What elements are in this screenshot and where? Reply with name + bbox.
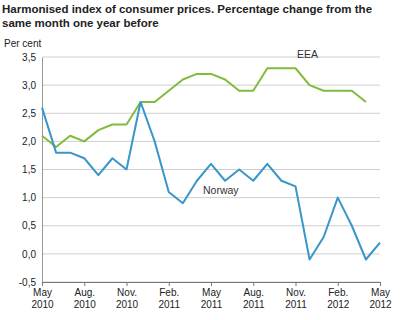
y-tick: 2,0 (22, 136, 42, 147)
y-tick-label: 1,5 (22, 164, 36, 175)
grid-line (42, 253, 380, 254)
x-tick-label: Aug.2010 (74, 287, 97, 310)
x-tick-label: May2012 (369, 287, 392, 310)
y-axis: -0,5 0,0 0,5 1,0 1,5 2,0 2,5 3,0 3,5 (19, 52, 43, 288)
x-tick: May2011 (201, 282, 223, 310)
grid-line (42, 197, 380, 198)
y-tick: 3,0 (22, 80, 42, 91)
grid-line (42, 85, 380, 86)
series-line (42, 102, 380, 260)
chart: Harmonised index of consumer prices. Per… (0, 0, 400, 320)
y-tick-label: 3,0 (22, 80, 36, 91)
x-tick-mark (380, 282, 381, 286)
x-tick: May2010 (31, 282, 54, 310)
x-tick: Feb.2012 (327, 282, 350, 310)
grid-line (42, 225, 380, 226)
grid-line (42, 113, 380, 114)
x-tick-mark (338, 282, 339, 286)
x-tick-label: May2010 (31, 287, 54, 310)
y-tick: 3,5 (22, 52, 42, 63)
x-tick-mark (296, 282, 297, 286)
x-tick: Aug.2011 (243, 282, 265, 310)
y-tick: 1,5 (22, 164, 42, 175)
x-tick-mark (127, 282, 128, 286)
series-line (42, 68, 366, 147)
y-tick-label: 0,0 (22, 249, 36, 260)
y-tick-label: 1,0 (22, 192, 36, 203)
y-tick-label: 3,5 (22, 52, 36, 63)
plot-area (42, 68, 380, 259)
x-tick: Nov.2010 (116, 282, 139, 310)
y-axis-title: Per cent (4, 38, 41, 49)
y-tick-label: 2,0 (22, 136, 36, 147)
y-tick: -0,5 (19, 277, 42, 288)
x-axis-line (43, 283, 381, 287)
grid-line (42, 141, 380, 142)
y-tick: 0,0 (22, 249, 42, 260)
y-tick: 1,0 (22, 192, 42, 203)
chart-title: Harmonised index of consumer prices. Per… (2, 3, 372, 29)
x-tick-mark (169, 282, 170, 286)
x-tick: Aug.2010 (74, 282, 97, 310)
x-axis: May2010 Aug.2010 Nov.2010 Feb.2011 May2011 Au… (31, 282, 392, 310)
x-tick-label: Nov.2010 (116, 287, 139, 310)
y-tick-label: 0,5 (22, 220, 36, 231)
x-tick: May2012 (369, 282, 392, 310)
x-tick: Nov.2011 (285, 282, 307, 310)
x-tick-label: Aug.2011 (243, 287, 265, 310)
x-tick-label: Nov.2011 (285, 287, 307, 310)
grid-line (42, 57, 380, 58)
x-tick-label: Feb.2012 (327, 287, 350, 310)
x-tick-label: Feb.2011 (158, 287, 180, 310)
x-tick-mark (253, 282, 254, 286)
y-tick-label: 2,5 (22, 108, 36, 119)
x-tick-label: May2011 (201, 287, 223, 310)
x-tick: Feb.2011 (158, 282, 180, 310)
grid (42, 57, 380, 282)
y-tick-label: -0,5 (19, 277, 37, 288)
series-label: Norway (203, 184, 239, 196)
x-tick-mark (42, 282, 43, 286)
y-tick: 2,5 (22, 108, 42, 119)
x-tick-mark (211, 282, 212, 286)
y-axis-line (42, 58, 43, 283)
series-label: EEA (297, 48, 318, 60)
y-tick: 0,5 (22, 220, 42, 231)
x-tick-mark (84, 282, 85, 286)
